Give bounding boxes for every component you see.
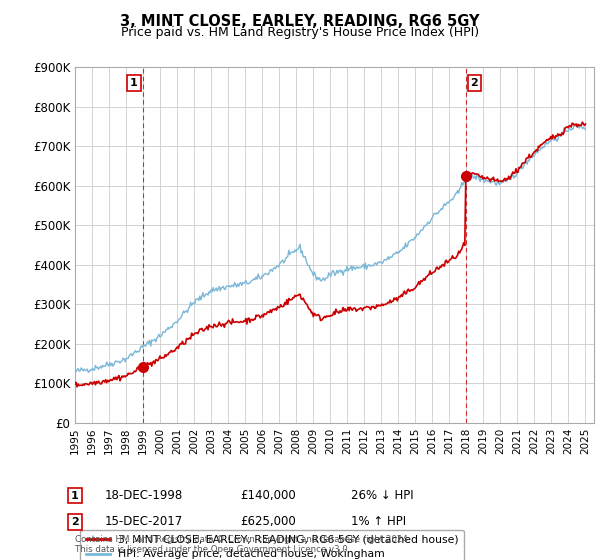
Text: 18-DEC-1998: 18-DEC-1998 <box>105 489 183 502</box>
Legend: 3, MINT CLOSE, EARLEY, READING, RG6 5GY (detached house), HPI: Average price, de: 3, MINT CLOSE, EARLEY, READING, RG6 5GY … <box>80 530 464 560</box>
Text: 3, MINT CLOSE, EARLEY, READING, RG6 5GY: 3, MINT CLOSE, EARLEY, READING, RG6 5GY <box>120 14 480 29</box>
Text: 2: 2 <box>71 517 79 527</box>
Text: 1: 1 <box>71 491 79 501</box>
Text: 2: 2 <box>470 78 478 88</box>
Text: 1: 1 <box>130 78 138 88</box>
Text: 1% ↑ HPI: 1% ↑ HPI <box>351 515 406 529</box>
Text: £625,000: £625,000 <box>240 515 296 529</box>
Text: 15-DEC-2017: 15-DEC-2017 <box>105 515 183 529</box>
Text: £140,000: £140,000 <box>240 489 296 502</box>
Text: 26% ↓ HPI: 26% ↓ HPI <box>351 489 413 502</box>
Text: Contains HM Land Registry data © Crown copyright and database right 2024.
This d: Contains HM Land Registry data © Crown c… <box>75 535 410 554</box>
Text: Price paid vs. HM Land Registry's House Price Index (HPI): Price paid vs. HM Land Registry's House … <box>121 26 479 39</box>
